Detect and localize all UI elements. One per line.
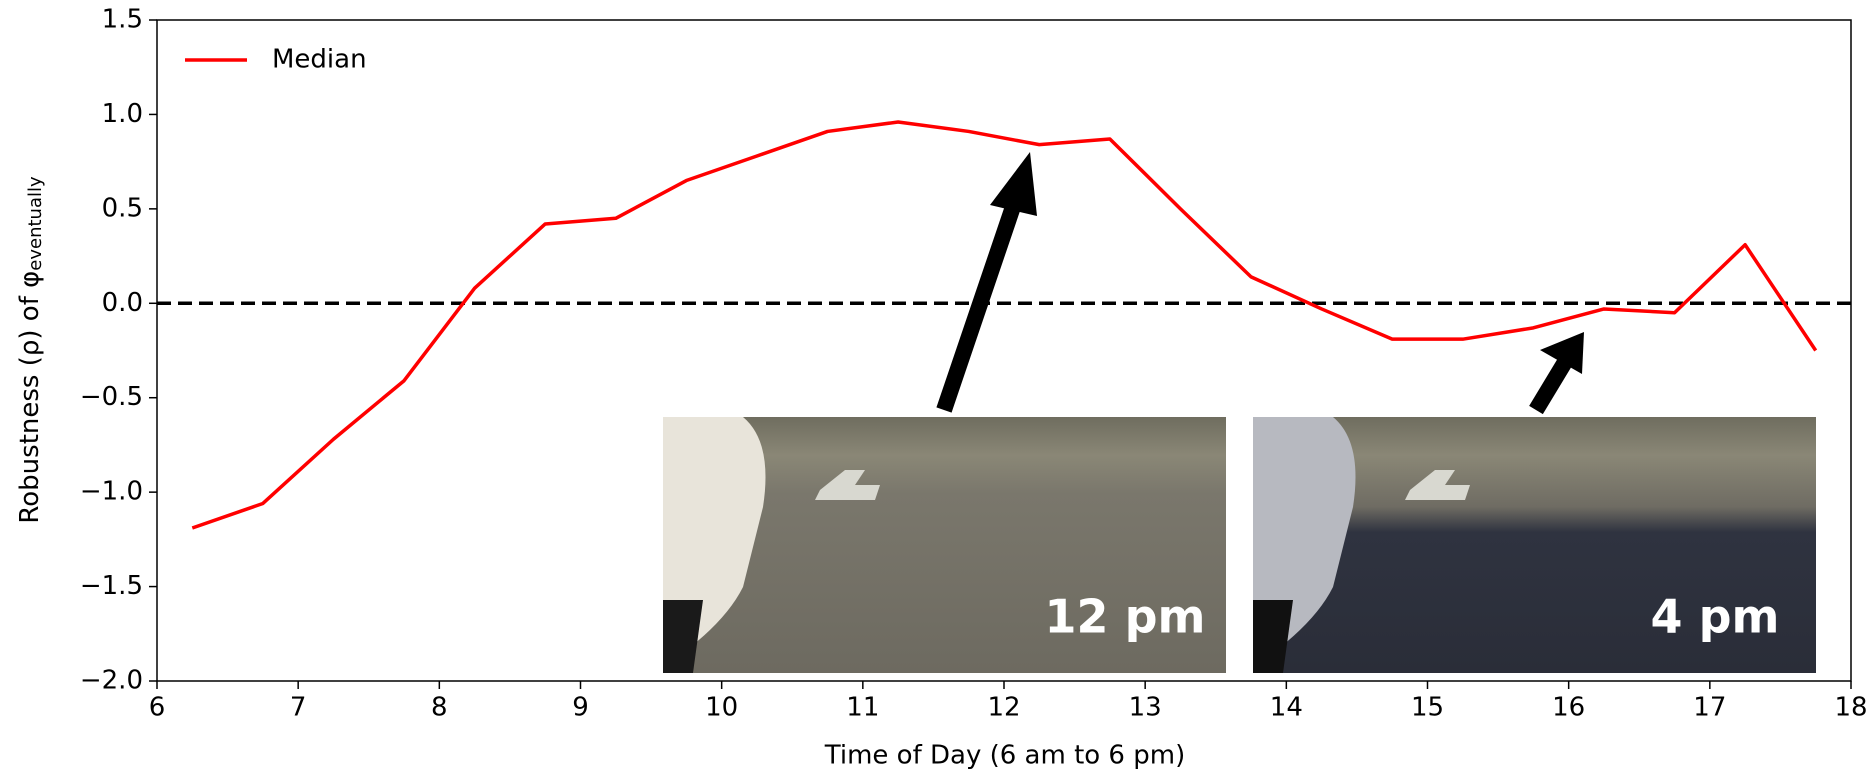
arrows bbox=[936, 152, 1584, 415]
y-tick-label: 0.5 bbox=[102, 193, 143, 223]
x-tick-label: 11 bbox=[846, 693, 879, 723]
y-tick-label: 1.5 bbox=[102, 5, 143, 35]
y-tick-label: −1.0 bbox=[80, 477, 143, 507]
y-tick-label: −0.5 bbox=[80, 382, 143, 412]
x-tick-label: 12 bbox=[987, 693, 1020, 723]
plane-wheel bbox=[663, 600, 703, 673]
y-axis-label: Robustness (ρ) of φeventually bbox=[15, 176, 47, 524]
x-tick-label: 14 bbox=[1270, 693, 1303, 723]
x-tick-label: 15 bbox=[1411, 693, 1444, 723]
x-tick-label: 17 bbox=[1693, 693, 1726, 723]
arrow-shaft bbox=[936, 189, 1026, 413]
line-series bbox=[191, 120, 1818, 530]
y-tick-label: 0.0 bbox=[102, 288, 143, 318]
x-tick-label: 8 bbox=[431, 693, 448, 723]
x-tick-label: 18 bbox=[1834, 693, 1867, 723]
x-tick-label: 6 bbox=[149, 693, 166, 723]
x-tick-label: 13 bbox=[1129, 693, 1162, 723]
runway-number bbox=[815, 470, 880, 500]
inset-label: 4 pm bbox=[1651, 590, 1780, 644]
arrow-head bbox=[1540, 332, 1584, 374]
y-axis-label-subscript: eventually bbox=[25, 176, 46, 271]
x-tick-label: 10 bbox=[705, 693, 738, 723]
x-axis-label: Time of Day (6 am to 6 pm) bbox=[824, 741, 1185, 771]
y-tick-label: −1.5 bbox=[80, 571, 143, 601]
x-tick-label: 16 bbox=[1552, 693, 1585, 723]
x-tick-label: 9 bbox=[572, 693, 589, 723]
inset-label: 12 pm bbox=[1045, 590, 1206, 644]
y-tick-label: 1.0 bbox=[102, 99, 143, 129]
runway-number bbox=[1405, 470, 1470, 500]
y-axis-label-main: Robustness (ρ) of φ bbox=[15, 271, 45, 524]
plane-wheel bbox=[1253, 600, 1293, 673]
plot-frame bbox=[156, 19, 1852, 682]
x-tick-label: 7 bbox=[290, 693, 307, 723]
y-tick-label: −2.0 bbox=[80, 666, 143, 696]
arrow-shaft bbox=[1529, 352, 1575, 415]
legend-label: Median bbox=[272, 45, 367, 75]
arrow-head bbox=[990, 152, 1037, 216]
inset-images: 12 pm 4 pm bbox=[663, 417, 1816, 673]
